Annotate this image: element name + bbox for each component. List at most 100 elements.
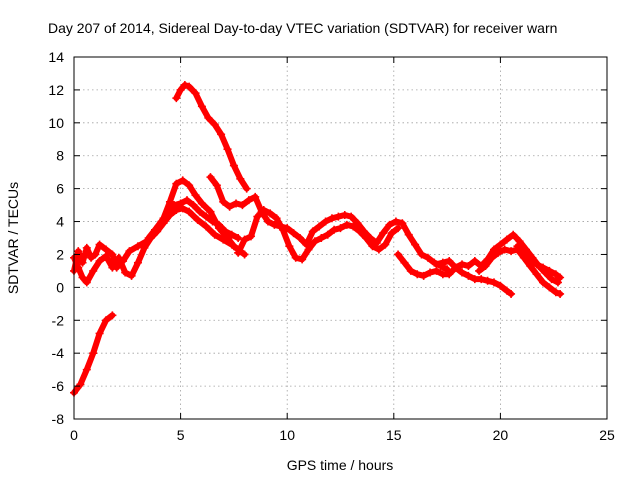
data-point-plus — [379, 229, 388, 238]
data-point-plus — [545, 266, 554, 275]
data-point-plus — [515, 237, 524, 246]
data-point-plus — [551, 288, 560, 297]
data-point-plus — [74, 263, 83, 272]
data-point-plus — [264, 217, 273, 226]
data-point-plus — [178, 204, 187, 213]
data-point-plus — [387, 229, 396, 238]
data-point-plus — [244, 196, 253, 205]
data-point-plus — [398, 219, 407, 228]
data-point-plus — [394, 250, 403, 259]
data-point-plus — [419, 271, 428, 280]
data-point-plus — [101, 316, 110, 325]
y-tick-label: 14 — [48, 49, 64, 65]
series-trace — [173, 82, 250, 192]
y-tick-labels: -8 -6 -4 -2 0 2 4 6 8 10 12 14 — [48, 49, 64, 427]
data-point-plus — [178, 176, 187, 185]
data-point-plus — [78, 273, 87, 282]
data-point-plus — [321, 217, 330, 226]
data-point-plus — [121, 268, 130, 277]
y-tick-label: 8 — [56, 148, 64, 164]
y-tick-label: 6 — [56, 181, 64, 197]
y-tick-label: 2 — [56, 246, 64, 262]
data-point-plus — [82, 243, 91, 252]
data-point-plus — [242, 184, 251, 193]
data-point-plus — [78, 258, 87, 267]
satellite-trace-k — [513, 242, 565, 282]
data-point-plus — [451, 263, 460, 272]
data-point-plus — [185, 82, 194, 91]
data-point-plus — [496, 240, 505, 249]
data-point-plus — [185, 181, 194, 190]
data-point-plus — [246, 232, 255, 241]
data-point-plus — [385, 220, 394, 229]
data-point-plus — [532, 270, 541, 279]
data-point-plus — [278, 225, 287, 234]
data-point-plus — [310, 237, 319, 246]
data-point-plus — [391, 217, 400, 226]
data-point-plus — [87, 253, 96, 262]
series-trace — [71, 205, 242, 286]
data-point-plus — [180, 80, 189, 89]
series-layer — [70, 80, 565, 397]
data-point-plus — [266, 209, 275, 218]
data-point-plus — [253, 212, 262, 221]
data-point-plus — [144, 234, 153, 242]
data-point-plus — [185, 207, 194, 216]
data-point-plus — [295, 234, 304, 242]
data-point-plus — [208, 217, 217, 226]
data-point-plus — [483, 276, 492, 285]
data-point-plus — [291, 253, 300, 262]
data-point-plus — [219, 235, 228, 244]
data-point-plus — [406, 266, 415, 275]
x-tick-label: 20 — [493, 427, 509, 443]
data-point-plus — [545, 283, 554, 292]
data-point-plus — [125, 247, 134, 256]
data-point-plus — [240, 235, 249, 244]
data-point-plus — [195, 207, 204, 216]
data-point-plus — [298, 255, 307, 264]
data-point-plus — [259, 206, 268, 215]
x-tick-label: 25 — [599, 427, 615, 443]
data-point-plus — [308, 227, 317, 236]
data-point-plus — [82, 365, 91, 374]
data-point-plus — [494, 248, 503, 257]
data-point-plus — [189, 201, 198, 210]
x-tick-label: 0 — [70, 427, 78, 443]
data-point-plus — [232, 199, 241, 208]
data-point-plus — [95, 257, 104, 266]
y-tick-label: -2 — [52, 312, 65, 328]
data-point-plus — [464, 261, 473, 270]
data-point-plus — [240, 250, 249, 259]
data-point-plus — [202, 212, 211, 221]
data-point-plus — [234, 248, 243, 257]
data-point-plus — [172, 94, 181, 103]
data-point-plus — [289, 229, 298, 238]
data-point-plus — [206, 173, 215, 182]
data-point-plus — [475, 266, 484, 275]
data-point-plus — [507, 247, 516, 256]
data-point-plus — [234, 234, 243, 242]
data-point-plus — [556, 289, 565, 298]
data-point-plus — [89, 266, 98, 275]
satellite-trace-e — [144, 196, 243, 242]
data-point-plus — [304, 245, 313, 254]
data-point-plus — [477, 275, 486, 284]
data-point-plus — [404, 230, 413, 239]
chart-title: Day 207 of 2014, Sidereal Day-to-day VTE… — [48, 20, 557, 36]
data-point-plus — [140, 243, 149, 252]
data-point-plus — [507, 289, 516, 298]
data-point-plus — [400, 258, 409, 267]
data-point-plus — [340, 210, 349, 219]
data-point-plus — [191, 89, 200, 98]
data-point-plus — [163, 209, 172, 218]
data-point-plus — [464, 271, 473, 280]
data-point-plus — [539, 263, 548, 272]
data-point-plus — [323, 230, 332, 239]
data-point-plus — [114, 253, 123, 262]
data-point-plus — [368, 242, 377, 251]
data-point-plus — [170, 201, 179, 210]
data-point-plus — [502, 286, 511, 295]
data-point-plus — [95, 240, 104, 249]
data-point-plus — [526, 257, 535, 266]
